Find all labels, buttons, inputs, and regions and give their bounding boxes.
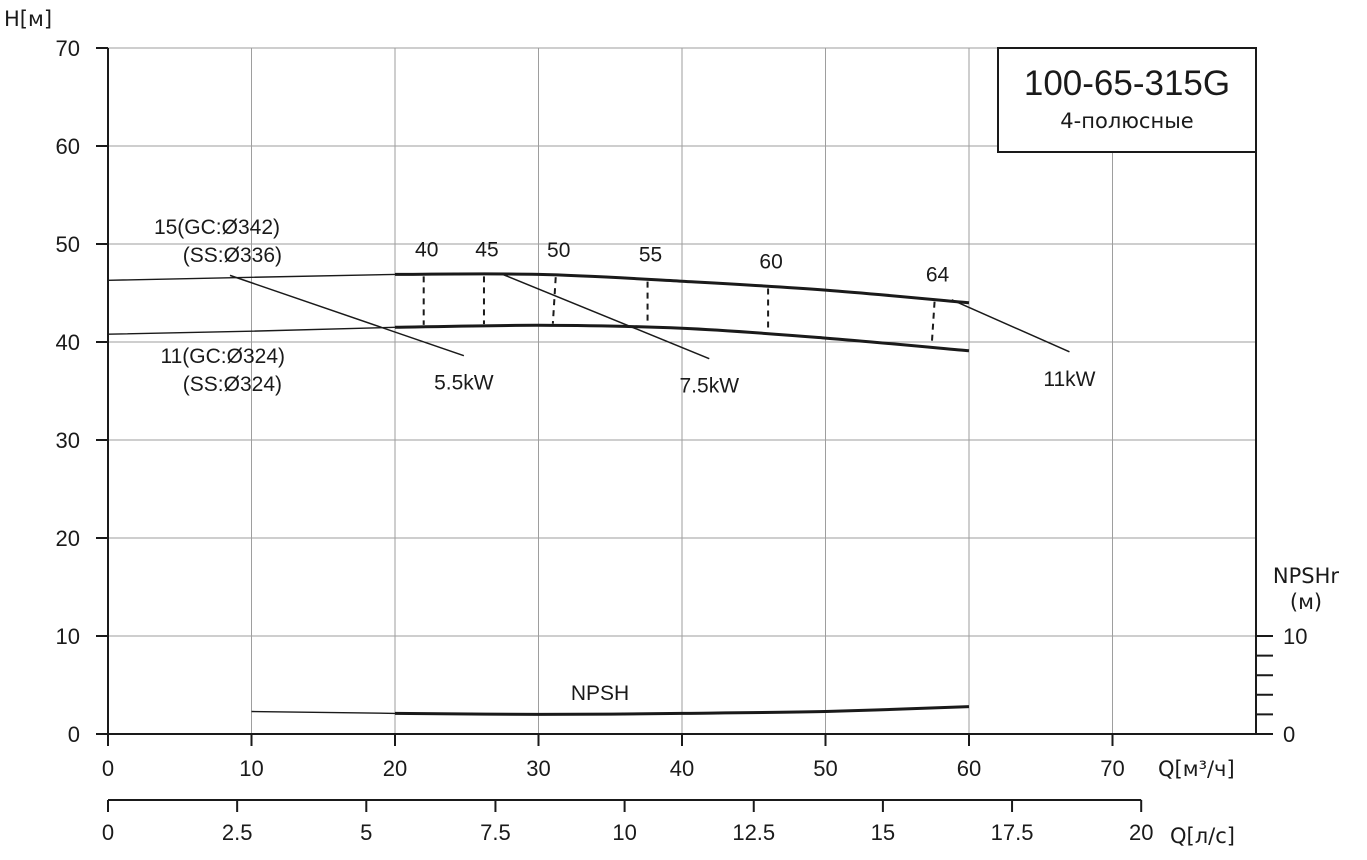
y-tick-label: 60 xyxy=(56,134,80,159)
curve-label-15-line1: 15(GC:Ø342) xyxy=(154,216,280,239)
x2-tick-label: 20 xyxy=(1129,820,1153,845)
npsh-curve-extension xyxy=(251,710,396,715)
y-tick-label: 40 xyxy=(56,330,80,355)
x2-axis-title: Q[л/с] xyxy=(1170,824,1235,848)
efficiency-label-64: 64 xyxy=(926,264,950,287)
npsh-curve-label: NPSH xyxy=(571,682,629,705)
efficiency-label-50: 50 xyxy=(547,239,570,262)
y-tick-label: 0 xyxy=(68,722,80,747)
power-leader-7.5kW xyxy=(502,273,710,360)
head-curve-15 xyxy=(394,272,970,305)
x2-tick-label: 2.5 xyxy=(222,820,253,845)
x2-tick-label: 12.5 xyxy=(732,820,775,845)
power-leader-5.5kW xyxy=(229,274,465,357)
x2-tick-label: 0 xyxy=(102,820,114,845)
y-tick-label: 20 xyxy=(56,526,80,551)
x2-tick-label: 10 xyxy=(612,820,636,845)
x2-tick-label: 15 xyxy=(871,820,895,845)
npsh-curve xyxy=(394,705,970,716)
head-curve-15-extension xyxy=(107,273,396,281)
y-tick-label: 10 xyxy=(56,624,80,649)
x-tick-label: 0 xyxy=(102,756,114,781)
y-tick-label: 50 xyxy=(56,232,80,257)
npsh-axis-title-line2: (м) xyxy=(1290,590,1322,614)
curve-label-11-line1: 11(GC:Ø324) xyxy=(161,345,286,368)
efficiency-line-64 xyxy=(930,301,936,346)
curve-label-15-line2: (SS:Ø336) xyxy=(183,244,282,267)
y-tick-label: 70 xyxy=(56,36,80,61)
npsh-tick-label: 10 xyxy=(1283,624,1307,649)
x-tick-label: 20 xyxy=(383,756,407,781)
x-tick-label: 50 xyxy=(813,756,837,781)
efficiency-label-40: 40 xyxy=(415,238,438,261)
head-curve-11-extension xyxy=(107,326,396,335)
x-tick-label: 10 xyxy=(239,756,263,781)
efficiency-line-50 xyxy=(551,277,557,324)
efficiency-label-55: 55 xyxy=(639,244,662,267)
efficiency-label-45: 45 xyxy=(475,238,498,261)
x-tick-label: 30 xyxy=(526,756,550,781)
chart-subtitle: 4-полюсные xyxy=(1060,109,1193,133)
x2-tick-label: 5 xyxy=(360,820,372,845)
y-tick-label: 30 xyxy=(56,428,80,453)
power-label-5.5kW: 5.5kW xyxy=(434,372,494,395)
x2-tick-label: 7.5 xyxy=(480,820,511,845)
power-label-7.5kW: 7.5kW xyxy=(680,375,740,398)
axes: 0 10 20 30 40 50 60 70 0 10 20 30 40 50 60 70 0 2.5 5 7.5 10… xyxy=(56,36,1308,845)
chart-title: 100-65-315G xyxy=(1024,64,1230,103)
efficiency-label-60: 60 xyxy=(759,251,782,274)
x2-tick-label: 17.5 xyxy=(991,820,1034,845)
title-box xyxy=(997,47,1257,153)
x-tick-label: 70 xyxy=(1100,756,1124,781)
npsh-tick-label: 0 xyxy=(1283,722,1295,747)
curve-label-11-line2: (SS:Ø324) xyxy=(183,373,282,396)
head-curve-11 xyxy=(394,323,970,353)
efficiency-markers: 40 45 50 55 60 64 xyxy=(415,238,950,346)
npsh-axis-title-line1: NPSHr xyxy=(1273,564,1339,588)
power-label-11kW: 11kW xyxy=(1043,368,1095,391)
y-axis-title: H[м] xyxy=(4,7,52,31)
power-markers: 5.5kW 7.5kW 11kW xyxy=(229,273,1096,398)
x-tick-label: 60 xyxy=(957,756,981,781)
x-tick-label: 40 xyxy=(670,756,694,781)
x-axis-title: Q[м³/ч] xyxy=(1158,757,1235,781)
power-leader-11kW xyxy=(951,299,1070,353)
curves xyxy=(107,272,970,716)
